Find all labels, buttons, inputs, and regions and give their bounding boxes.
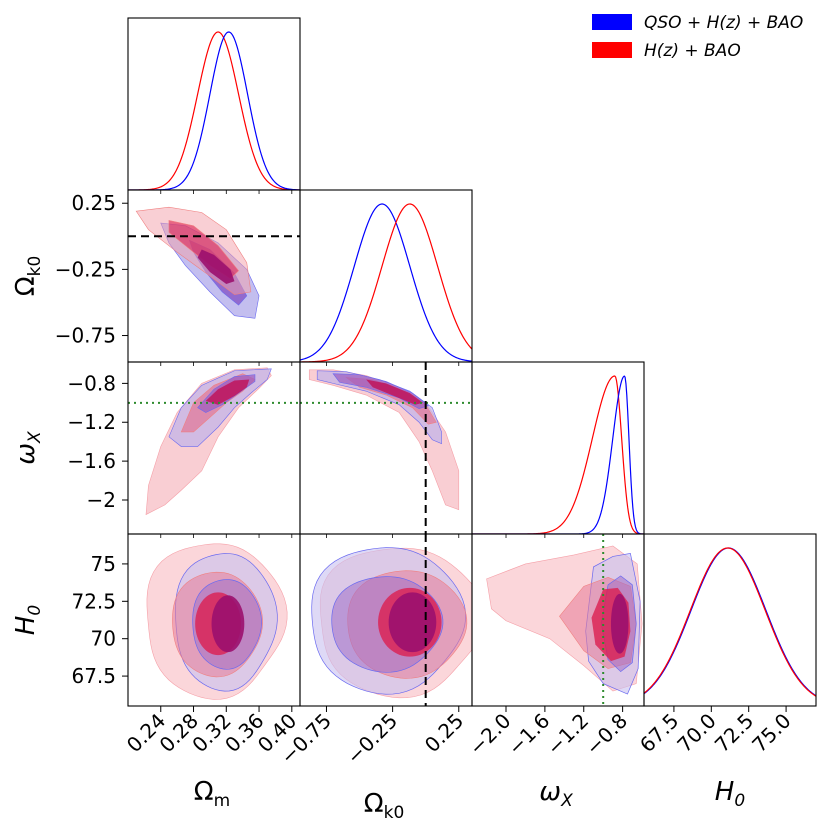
ytick-label-omegak-0: 0.25 — [71, 191, 116, 215]
xtick-label-wx-0: −2.0 — [464, 709, 515, 760]
ytick-label-wx-3: −2 — [87, 488, 116, 512]
contour-hz-2sigma — [145, 367, 272, 516]
curve-wx-hz-bao — [472, 375, 644, 534]
contour-overlap-core — [211, 595, 245, 653]
panel-h0-1d — [644, 547, 816, 697]
xlabel-omegam: Ωm — [194, 777, 230, 811]
legend-label-qso: QSO + H(z) + BAO — [644, 13, 803, 33]
panel-omegak-1d — [300, 203, 472, 362]
panel-omegam-1d — [128, 31, 300, 190]
ylabel-h0: H0 — [11, 605, 45, 635]
xtick-label-wx-2: −1.2 — [542, 709, 593, 760]
frame-omegam-1d — [127, 17, 301, 191]
ylabel-omegak: Ωk0 — [11, 256, 45, 297]
contour-overlap-core — [366, 379, 424, 405]
ytick-label-h0-0: 75 — [91, 552, 116, 576]
panel-omegak-vs-omegam — [128, 206, 300, 319]
panel-wx-vs-omegak — [300, 362, 472, 534]
xtick-label-h0-0: 67.5 — [635, 709, 683, 757]
panel-wx-1d — [472, 375, 644, 534]
ytick-label-h0-3: 67.5 — [71, 664, 116, 688]
ytick-label-omegak-1: −0.25 — [55, 257, 116, 281]
frame-omegak-1d — [299, 189, 473, 363]
xlabel-h0: H0 — [715, 777, 745, 811]
curve-wx-qso — [472, 375, 644, 534]
frame-wx-1d — [471, 361, 645, 535]
xtick-label-h0-1: 70.0 — [672, 709, 720, 757]
xtick-label-omegak-1: −0.25 — [342, 709, 402, 769]
panel-h0-vs-wx — [486, 534, 643, 706]
curve-omegak-qso — [300, 203, 472, 362]
ytick-label-wx-1: −1.2 — [67, 410, 116, 434]
xtick-label-h0-3: 75.0 — [747, 709, 795, 757]
panel-h0-vs-omegak — [311, 534, 472, 706]
panel-wx-vs-omegam — [128, 367, 300, 516]
curve-omegam-qso — [128, 31, 300, 190]
curve-omegak-hz-bao — [300, 203, 472, 362]
contour-overlap-core — [610, 593, 629, 654]
xlabel-wx: ωX — [539, 777, 573, 811]
curve-omegam-hz-bao — [128, 31, 300, 190]
ytick-label-h0-1: 72.5 — [71, 589, 116, 613]
curve-h0-qso — [644, 547, 816, 697]
xtick-label-wx-3: −0.8 — [581, 709, 632, 760]
tick-layer: 0.240.280.320.360.40−0.75 −0.25 0.25−2.0−1… — [55, 190, 796, 769]
ytick-label-h0-2: 70 — [91, 627, 116, 651]
legend-swatch-qso — [592, 14, 632, 30]
contour-overlap-core — [388, 592, 437, 653]
xlabel-omegak: Ωk0 — [364, 789, 405, 823]
contour-overlap-core — [205, 379, 250, 405]
ytick-label-wx-2: −1.6 — [67, 449, 116, 473]
xtick-label-wx-1: −1.6 — [503, 709, 554, 760]
ylabel-wx: ωX — [11, 431, 45, 465]
ytick-label-wx-0: −0.8 — [67, 371, 116, 395]
legend-swatch-hz — [592, 42, 632, 58]
ytick-label-omegak-2: −0.75 — [55, 324, 116, 348]
xtick-label-omegak-2: 0.25 — [420, 709, 468, 757]
frame-h0-1d — [643, 533, 817, 707]
panel-h0-vs-omegam — [146, 543, 288, 700]
curve-h0-hz-bao — [644, 547, 816, 697]
legend: QSO + H(z) + BAO H(z) + BAO — [592, 13, 803, 61]
xtick-label-h0-2: 72.5 — [710, 709, 758, 757]
contour-overlap-core — [197, 249, 235, 284]
legend-label-hz: H(z) + BAO — [644, 41, 741, 61]
